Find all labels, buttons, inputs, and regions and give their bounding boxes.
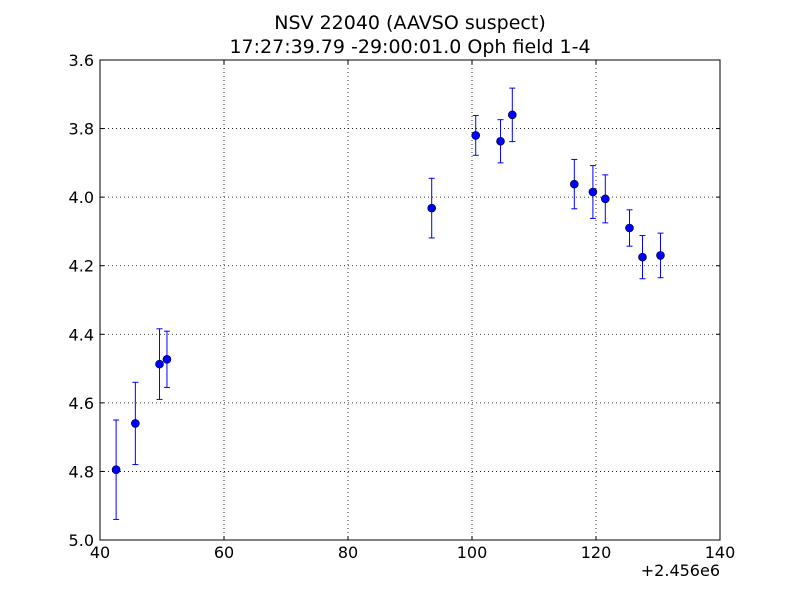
data-point [569, 179, 579, 189]
y-tick-label: 4.6 [69, 394, 94, 413]
data-point [507, 110, 517, 120]
x-tick-label: 140 [705, 543, 736, 562]
data-point [588, 187, 598, 197]
y-tick-label: 4.0 [69, 188, 94, 207]
data-point [427, 203, 437, 213]
x-offset-label: +2.456e6 [641, 561, 720, 580]
chart-subtitle: 17:27:39.79 -29:00:01.0 Oph field 1-4 [229, 36, 590, 58]
y-tick-label: 3.6 [69, 51, 94, 70]
y-tick-label: 4.4 [69, 325, 94, 344]
x-tick-label: 120 [581, 543, 612, 562]
data-point [625, 223, 634, 233]
y-tick-label: 3.8 [69, 120, 94, 139]
data-point [471, 131, 481, 140]
y-axis-tick-labels: 3.6 3.8 4.0 4.2 4.4 4.6 4.8 5.0 [69, 51, 94, 550]
plot-frame [99, 59, 721, 541]
x-tick-label: 60 [214, 543, 234, 562]
y-tick-label: 4.8 [69, 462, 94, 481]
data-point [111, 465, 121, 475]
y-tick-label: 4.2 [69, 257, 94, 276]
data-point [155, 359, 164, 369]
x-axis-tick-labels: 40 60 80 100 120 140 [90, 543, 735, 562]
x-tick-label: 100 [457, 543, 488, 562]
data-point [638, 252, 647, 262]
grid [100, 60, 720, 540]
chart-title: NSV 22040 (AAVSO suspect) [274, 12, 545, 34]
x-tick-label: 40 [90, 543, 110, 562]
x-tick-label: 80 [338, 543, 358, 562]
data-point [656, 251, 665, 260]
data-point [496, 136, 505, 146]
data-point [600, 194, 610, 204]
data-points [111, 110, 665, 475]
axis-ticks [99, 59, 721, 541]
data-point [131, 419, 140, 428]
data-point [162, 355, 172, 364]
y-tick-label: 5.0 [69, 531, 94, 550]
